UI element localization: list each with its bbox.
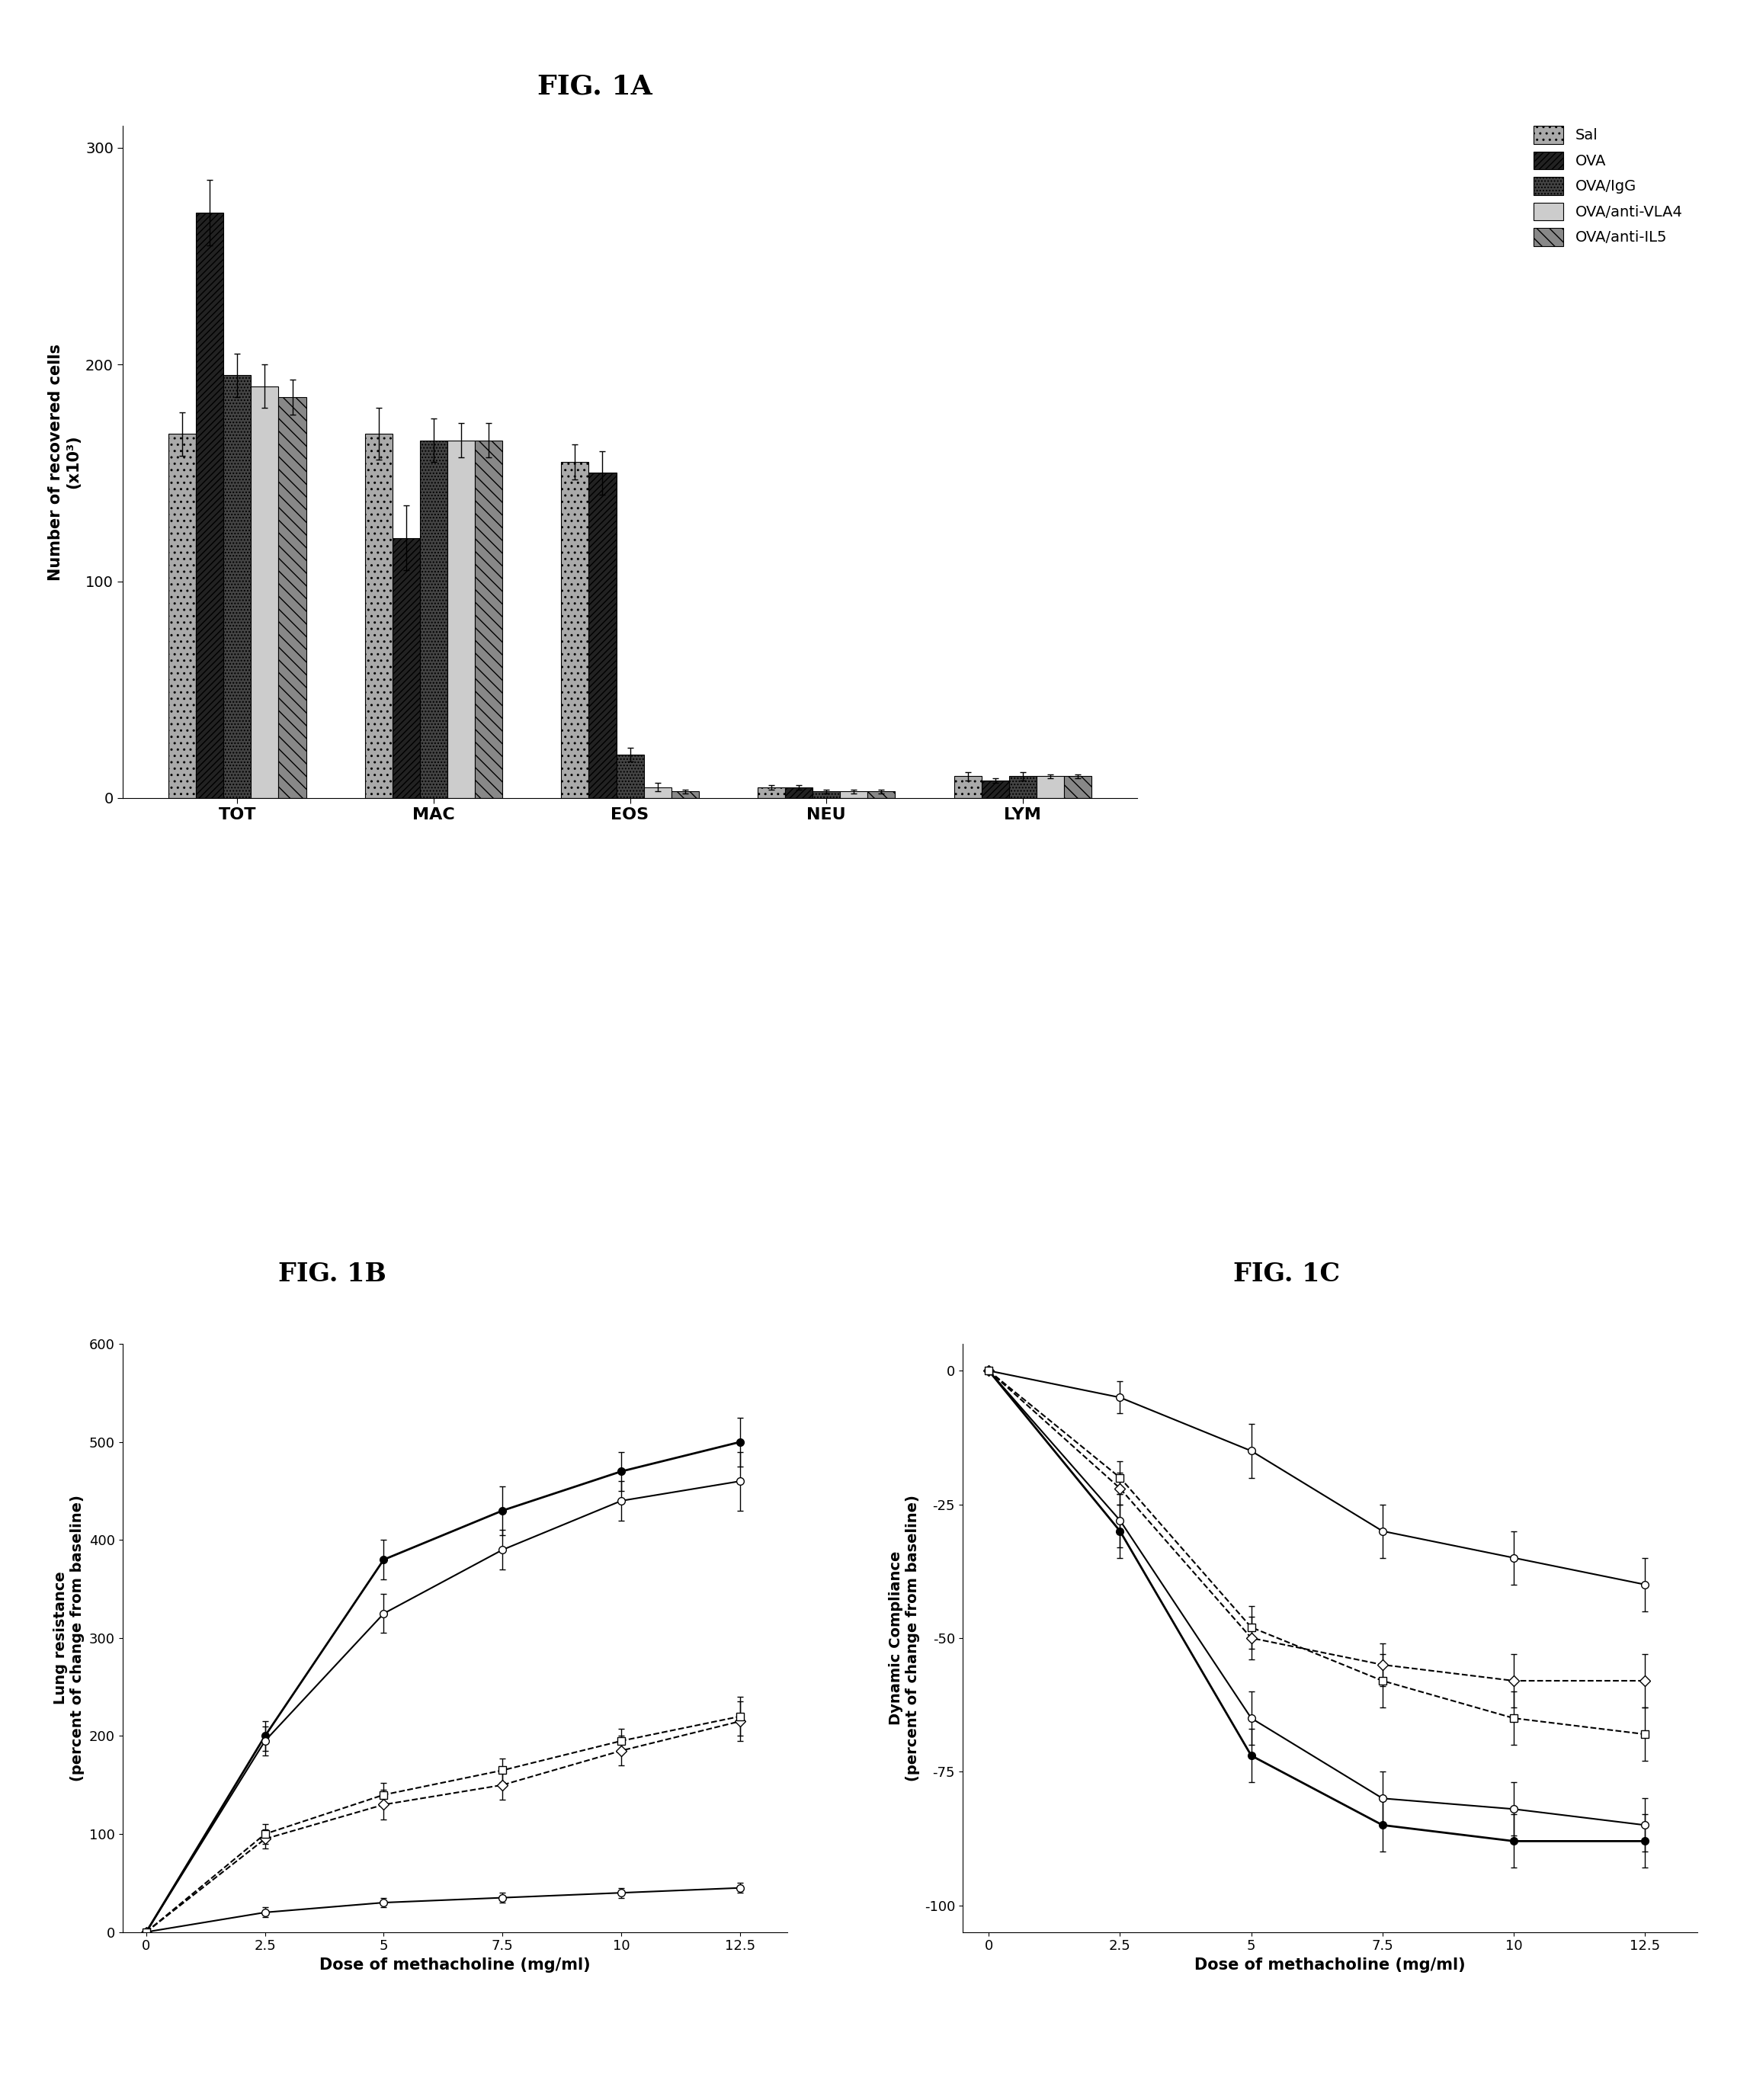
Legend: Sal, OVA, OVA/IgG, OVA/anti-VLA4, OVA/anti-IL5: Sal, OVA, OVA/IgG, OVA/anti-VLA4, OVA/an… bbox=[1528, 120, 1689, 252]
Bar bbox=[588, 472, 616, 798]
Y-axis label: Number of recovered cells
(x10³): Number of recovered cells (x10³) bbox=[49, 344, 80, 580]
Bar bbox=[644, 788, 672, 798]
Bar bbox=[250, 386, 278, 798]
Bar bbox=[474, 441, 502, 798]
Bar bbox=[812, 792, 840, 798]
Bar bbox=[224, 376, 250, 798]
Bar bbox=[420, 441, 448, 798]
X-axis label: Dose of methacholine (mg/ml): Dose of methacholine (mg/ml) bbox=[1195, 1957, 1465, 1972]
Bar bbox=[1064, 777, 1092, 798]
Bar bbox=[786, 788, 812, 798]
Bar bbox=[562, 462, 588, 798]
Bar bbox=[616, 754, 644, 798]
Bar bbox=[196, 212, 224, 798]
Bar bbox=[278, 397, 306, 798]
Text: FIG. 1C: FIG. 1C bbox=[1234, 1262, 1339, 1287]
Y-axis label: Dynamic Compliance
(percent of change from baseline): Dynamic Compliance (percent of change fr… bbox=[889, 1495, 920, 1781]
Bar bbox=[840, 792, 868, 798]
Bar bbox=[868, 792, 894, 798]
Bar bbox=[758, 788, 786, 798]
Bar bbox=[448, 441, 474, 798]
Bar bbox=[1010, 777, 1036, 798]
Bar bbox=[954, 777, 982, 798]
Bar bbox=[168, 435, 196, 798]
Bar bbox=[672, 792, 698, 798]
Y-axis label: Lung resistance
(percent of change from baseline): Lung resistance (percent of change from … bbox=[54, 1495, 86, 1781]
Bar bbox=[392, 538, 420, 798]
Bar bbox=[982, 781, 1010, 798]
Bar bbox=[1036, 777, 1064, 798]
Text: FIG. 1B: FIG. 1B bbox=[278, 1262, 387, 1287]
Bar bbox=[366, 435, 392, 798]
X-axis label: Dose of methacholine (mg/ml): Dose of methacholine (mg/ml) bbox=[320, 1957, 590, 1972]
Text: FIG. 1A: FIG. 1A bbox=[537, 74, 653, 101]
